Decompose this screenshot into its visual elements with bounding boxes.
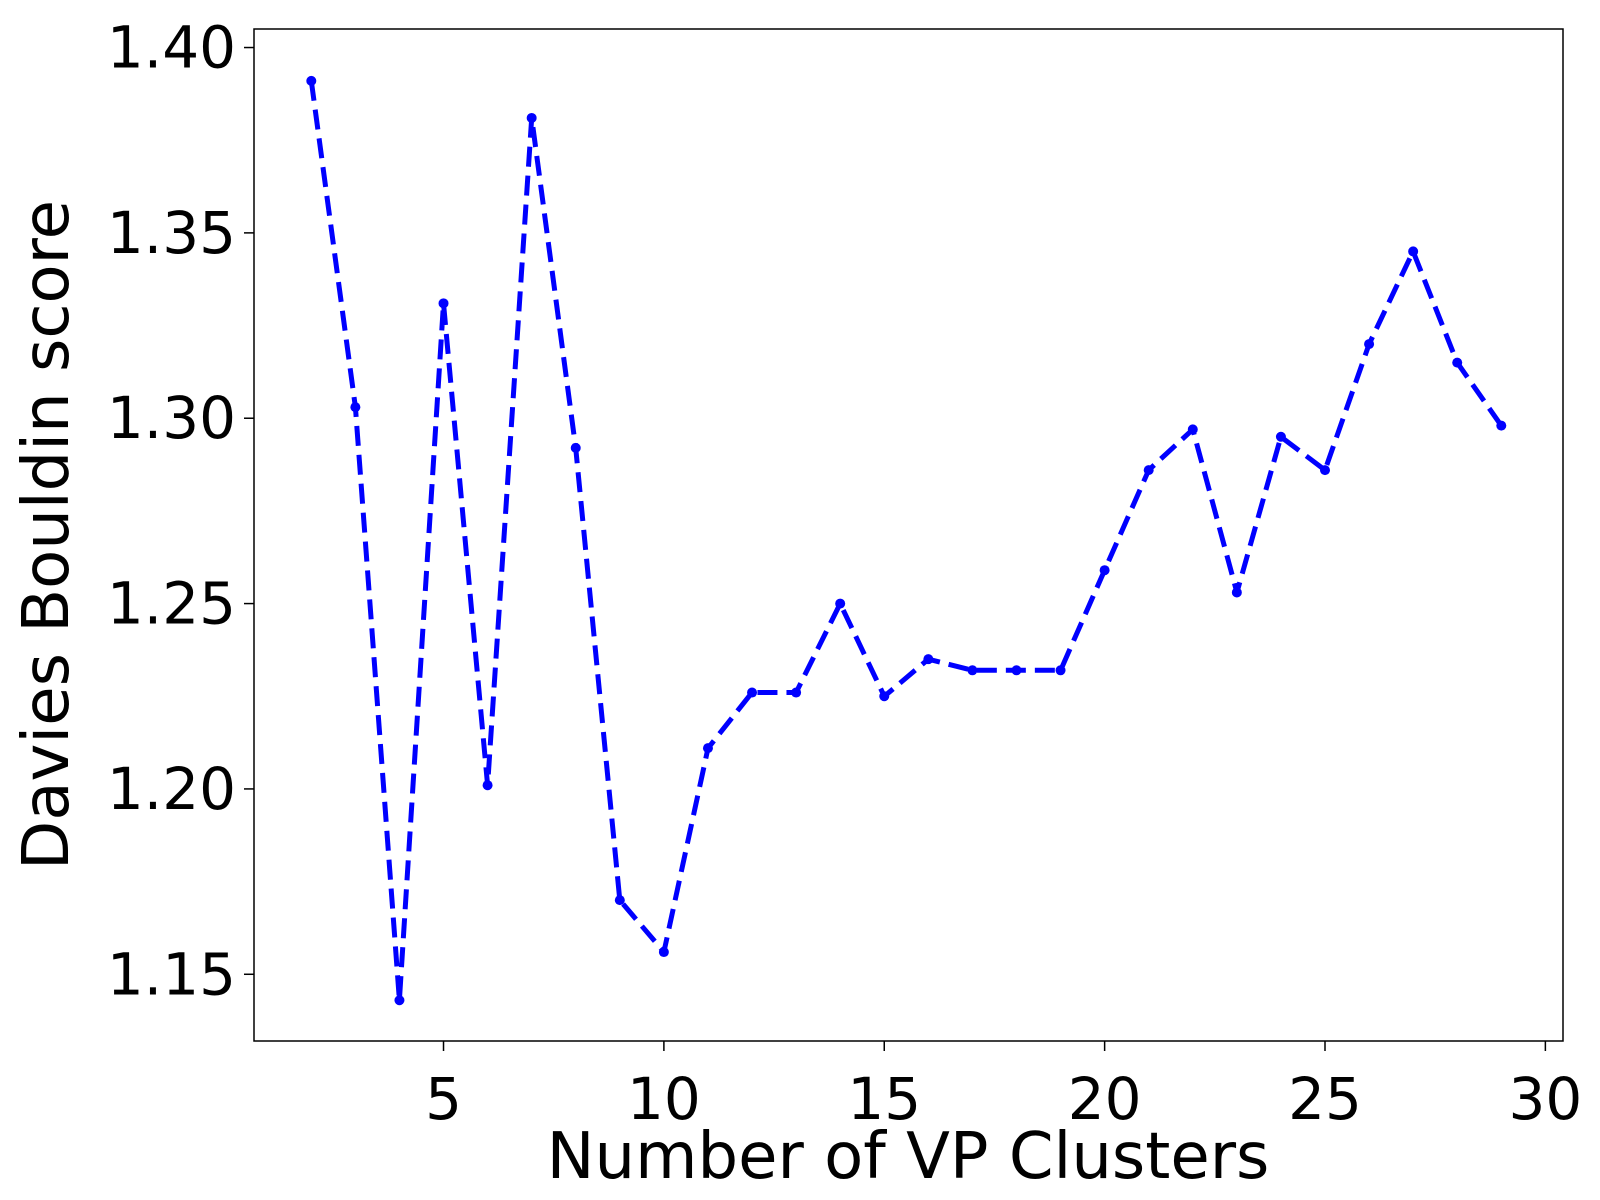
data-point [350, 402, 361, 413]
y-tick-label: 1.15 [107, 940, 236, 1008]
y-tick-label: 1.20 [107, 755, 236, 823]
x-tick-label: 20 [1068, 1065, 1142, 1133]
data-point [1187, 424, 1198, 435]
data-point [747, 687, 758, 698]
data-point [1055, 665, 1066, 676]
data-point [923, 654, 934, 665]
x-tick-label: 10 [627, 1065, 701, 1133]
data-point [614, 895, 625, 906]
data-point [1231, 587, 1242, 598]
data-point [1320, 465, 1330, 476]
data-point [879, 691, 890, 702]
data-point [526, 112, 537, 123]
x-axis-label: Number of VP Clusters [547, 1120, 1270, 1194]
data-point [1408, 246, 1419, 257]
series-line [308, 80, 1504, 1003]
y-tick-label: 1.35 [107, 199, 236, 267]
x-tick-label: 15 [847, 1065, 921, 1133]
data-point [1364, 339, 1375, 350]
y-tick-label: 1.25 [107, 570, 236, 638]
plot-area [253, 28, 1564, 1042]
data-point [1099, 565, 1110, 576]
data-point [967, 665, 978, 676]
x-tick-label: 5 [425, 1065, 462, 1133]
x-axis: 5 10 15 20 25 30 [425, 1041, 1582, 1133]
data-point [658, 947, 669, 958]
data-point [1452, 357, 1463, 368]
data-point [1275, 431, 1286, 442]
data-point [702, 743, 713, 754]
data-point [394, 995, 405, 1006]
x-tick-label: 30 [1508, 1065, 1582, 1133]
data-point [482, 780, 493, 791]
data-point [438, 298, 449, 309]
data-point [1011, 665, 1022, 676]
series-layer [306, 75, 1507, 1006]
x-tick-label: 25 [1288, 1065, 1362, 1133]
y-tick-label: 1.40 [107, 14, 236, 82]
y-tick-label: 1.30 [107, 384, 236, 452]
data-point [1496, 420, 1507, 431]
data-point [306, 75, 317, 86]
data-point [835, 598, 846, 609]
y-axis: 1.15 1.20 1.25 1.30 1.35 1.40 [107, 14, 254, 1008]
data-point [570, 442, 581, 453]
data-point [1143, 465, 1154, 476]
y-axis-label: Davies Bouldin score [10, 200, 84, 870]
data-point [791, 687, 802, 698]
